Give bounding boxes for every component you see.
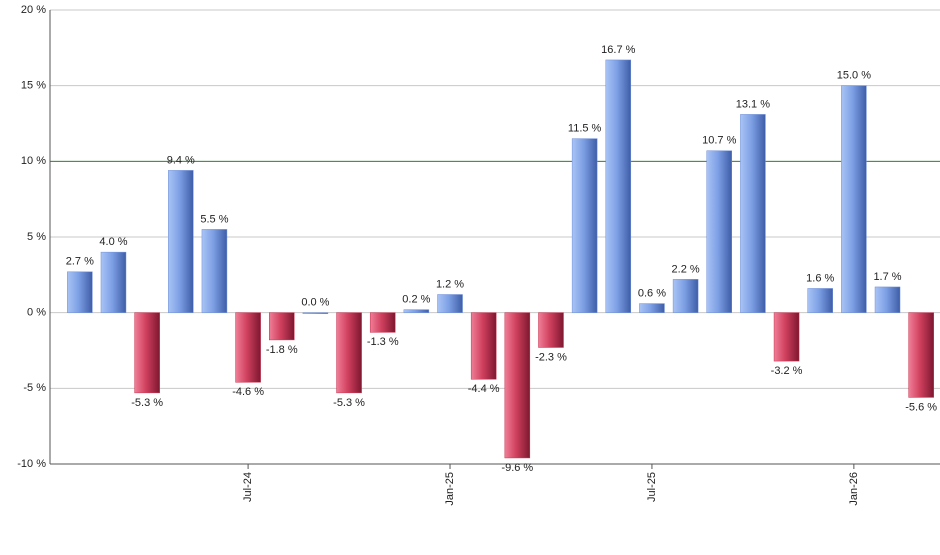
value-label: 5.5 %: [200, 213, 228, 225]
bar: [67, 271, 93, 313]
bar: [605, 59, 632, 313]
bar: [168, 170, 194, 313]
value-label: 15.0 %: [837, 70, 871, 82]
bar: [807, 288, 833, 313]
bar: [437, 294, 463, 313]
x-tick-label: Jul-25: [646, 472, 658, 502]
value-label: 2.7 %: [66, 256, 94, 268]
bar: [672, 279, 699, 313]
value-label: 1.2 %: [436, 278, 464, 290]
y-tick-label: 5 %: [27, 231, 46, 243]
value-label: 1.7 %: [873, 271, 901, 283]
bar: [470, 312, 497, 380]
value-label: -1.8 %: [266, 344, 298, 356]
y-tick-label: 0 %: [27, 307, 46, 319]
bar: [706, 150, 732, 313]
value-label: 4.0 %: [99, 236, 127, 248]
bar: [403, 309, 430, 313]
bar: [504, 312, 531, 459]
value-label: 1.6 %: [806, 272, 834, 284]
bar: [369, 312, 396, 333]
value-label: -3.2 %: [771, 365, 803, 377]
bar: [740, 114, 766, 313]
value-label: -4.4 %: [468, 383, 500, 395]
value-label: -1.3 %: [367, 336, 399, 348]
value-label: 9.4 %: [167, 154, 195, 166]
value-label: 10.7 %: [702, 135, 736, 147]
value-label: 2.2 %: [672, 263, 700, 275]
x-tick-label: Jan-26: [848, 472, 860, 506]
value-label: -5.3 %: [333, 397, 365, 409]
value-label: 0.0 %: [301, 297, 329, 309]
x-tick-label: Jul-24: [242, 472, 254, 502]
value-label: -4.6 %: [232, 386, 264, 398]
value-label: -5.6 %: [905, 401, 937, 413]
value-label: 13.1 %: [736, 98, 770, 110]
x-tick-label: Jan-25: [444, 472, 456, 506]
value-label: -2.3 %: [535, 351, 567, 363]
bar: [201, 229, 228, 313]
bar: [134, 312, 160, 394]
bar: [100, 251, 127, 313]
value-label: -5.3 %: [131, 397, 163, 409]
y-tick-label: 15 %: [21, 80, 46, 92]
value-label: 0.2 %: [402, 294, 430, 306]
bar: [908, 312, 934, 398]
bar: [235, 312, 261, 383]
y-tick-label: -5 %: [23, 382, 46, 394]
value-label: -9.6 %: [501, 462, 533, 474]
bar: [874, 286, 901, 313]
bar: [269, 312, 295, 341]
value-label: 16.7 %: [601, 44, 635, 56]
value-label: 11.5 %: [568, 123, 602, 135]
y-tick-label: 10 %: [21, 155, 46, 167]
bar: [571, 138, 598, 313]
bar: [538, 312, 564, 348]
bar: [841, 85, 867, 313]
bar: [302, 312, 329, 314]
bar: [773, 312, 800, 362]
y-tick-label: -10 %: [17, 458, 46, 470]
value-label: 0.6 %: [638, 287, 666, 299]
bar: [639, 303, 665, 313]
bar: [336, 312, 362, 394]
y-tick-label: 20 %: [21, 4, 46, 16]
